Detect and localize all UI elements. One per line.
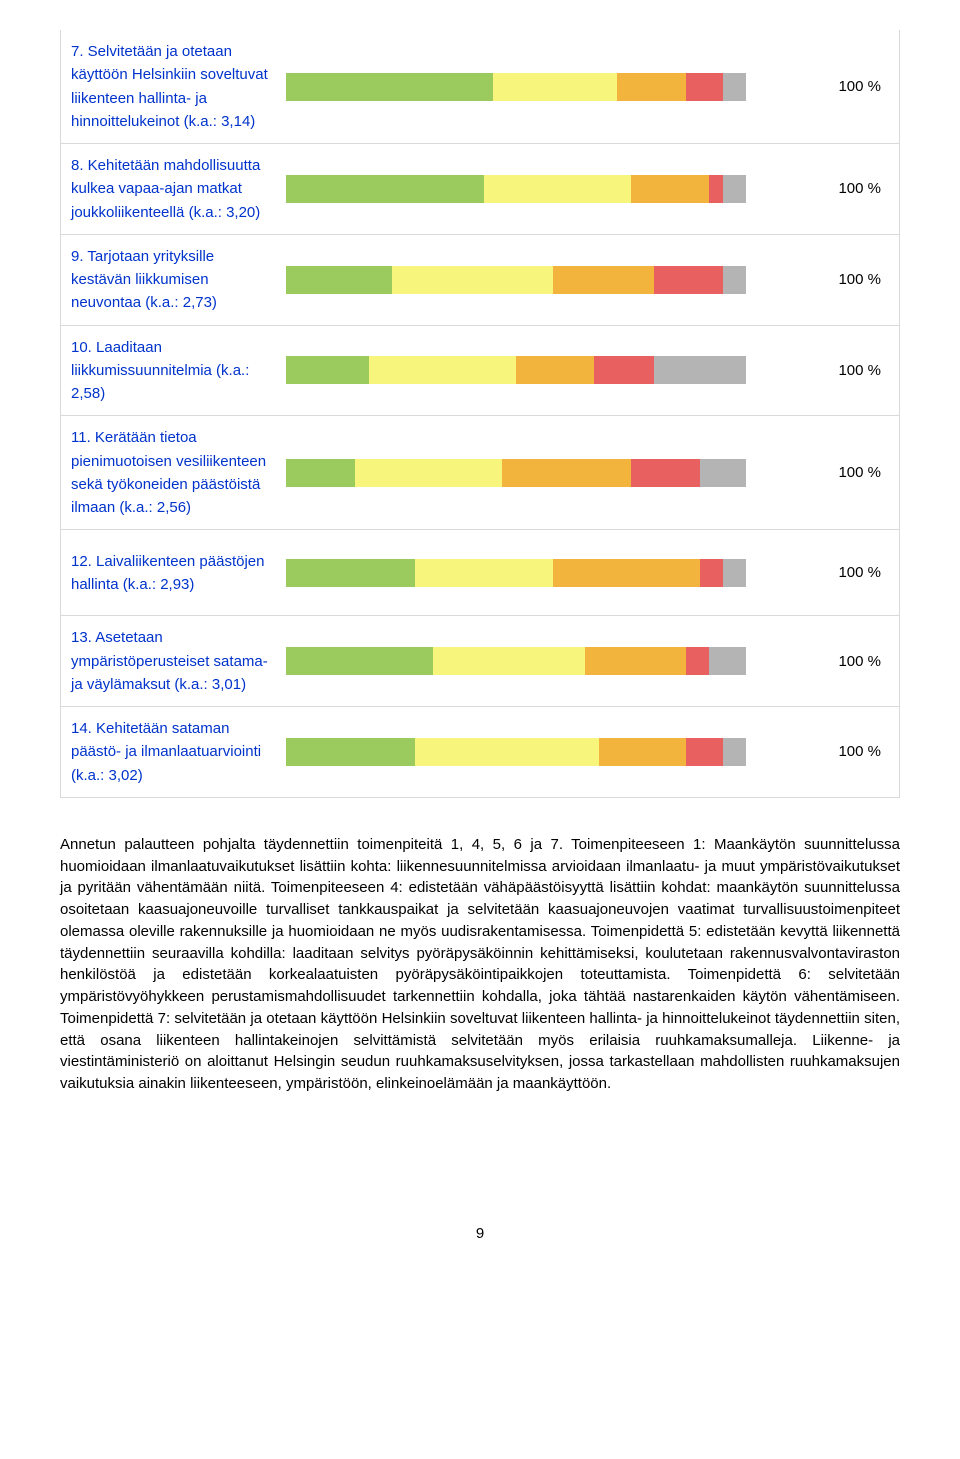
bar-segment xyxy=(585,647,686,675)
row-label: 8. Kehitetään mahdollisuutta kulkea vapa… xyxy=(61,144,286,234)
bar-segment xyxy=(723,738,746,766)
bar-segment xyxy=(700,559,723,587)
bar-segment xyxy=(594,356,654,384)
bar-segment xyxy=(493,73,617,101)
row-percent: 100 % xyxy=(809,556,899,589)
bar-segment xyxy=(599,738,686,766)
stacked-bar xyxy=(286,559,746,587)
stacked-bar xyxy=(286,647,746,675)
bar-cell xyxy=(286,65,809,109)
bar-segment xyxy=(484,175,631,203)
bar-segment xyxy=(415,738,599,766)
bar-segment xyxy=(723,559,746,587)
bar-segment xyxy=(723,266,746,294)
bar-segment xyxy=(433,647,585,675)
chart-row: 10. Laaditaan liikkumissuunnitelmia (k.a… xyxy=(61,325,899,416)
row-percent: 100 % xyxy=(809,735,899,768)
bar-segment xyxy=(617,73,686,101)
stacked-bar xyxy=(286,175,746,203)
chart-row: 13. Asetetaan ympäristöperusteiset satam… xyxy=(61,615,899,706)
bar-segment xyxy=(654,266,723,294)
bar-segment xyxy=(286,559,415,587)
bar-segment xyxy=(631,175,709,203)
bar-segment xyxy=(709,175,723,203)
row-percent: 100 % xyxy=(809,354,899,387)
stacked-bar xyxy=(286,459,746,487)
row-label: 7. Selvitetään ja otetaan käyttöön Helsi… xyxy=(61,30,286,143)
chart-row: 9. Tarjotaan yrityksille kestävän liikku… xyxy=(61,234,899,325)
row-label: 13. Asetetaan ympäristöperusteiset satam… xyxy=(61,616,286,706)
bar-cell xyxy=(286,730,809,774)
bar-segment xyxy=(700,459,746,487)
bar-segment xyxy=(286,175,484,203)
bar-segment xyxy=(286,459,355,487)
chart-row: 11. Kerätään tietoa pienimuotoisen vesil… xyxy=(61,415,899,529)
bar-cell xyxy=(286,167,809,211)
bar-segment xyxy=(392,266,553,294)
stacked-bar xyxy=(286,266,746,294)
bar-segment xyxy=(553,559,700,587)
chart-table: 7. Selvitetään ja otetaan käyttöön Helsi… xyxy=(60,30,900,798)
row-label: 12. Laivaliikenteen päästöjen hallinta (… xyxy=(61,540,286,607)
bar-segment xyxy=(502,459,631,487)
bar-segment xyxy=(553,266,654,294)
chart-row: 14. Kehitetään sataman päästö- ja ilmanl… xyxy=(61,706,899,797)
row-percent: 100 % xyxy=(809,263,899,296)
bar-segment xyxy=(355,459,502,487)
stacked-bar xyxy=(286,73,746,101)
bar-segment xyxy=(631,459,700,487)
row-label: 9. Tarjotaan yrityksille kestävän liikku… xyxy=(61,235,286,325)
bar-segment xyxy=(286,266,392,294)
row-label: 11. Kerätään tietoa pienimuotoisen vesil… xyxy=(61,416,286,529)
bar-segment xyxy=(686,73,723,101)
bar-segment xyxy=(415,559,553,587)
bar-segment xyxy=(709,647,746,675)
page-number: 9 xyxy=(60,1225,900,1242)
bar-segment xyxy=(286,738,415,766)
bar-segment xyxy=(516,356,594,384)
body-paragraph: Annetun palautteen pohjalta täydennettii… xyxy=(60,834,900,1095)
row-label: 10. Laaditaan liikkumissuunnitelmia (k.a… xyxy=(61,326,286,416)
bar-segment xyxy=(723,175,746,203)
bar-segment xyxy=(369,356,516,384)
bar-segment xyxy=(286,647,433,675)
bar-cell xyxy=(286,639,809,683)
stacked-bar xyxy=(286,738,746,766)
row-percent: 100 % xyxy=(809,70,899,103)
bar-segment xyxy=(686,738,723,766)
row-percent: 100 % xyxy=(809,645,899,678)
bar-cell xyxy=(286,348,809,392)
bar-segment xyxy=(654,356,746,384)
bar-cell xyxy=(286,451,809,495)
chart-row: 7. Selvitetään ja otetaan käyttöön Helsi… xyxy=(61,30,899,143)
row-percent: 100 % xyxy=(809,172,899,205)
bar-segment xyxy=(286,356,369,384)
row-label: 14. Kehitetään sataman päästö- ja ilmanl… xyxy=(61,707,286,797)
chart-row: 8. Kehitetään mahdollisuutta kulkea vapa… xyxy=(61,143,899,234)
bar-cell xyxy=(286,258,809,302)
chart-row: 12. Laivaliikenteen päästöjen hallinta (… xyxy=(61,529,899,615)
bar-segment xyxy=(686,647,709,675)
stacked-bar xyxy=(286,356,746,384)
bar-cell xyxy=(286,551,809,595)
row-percent: 100 % xyxy=(809,456,899,489)
bar-segment xyxy=(723,73,746,101)
bar-segment xyxy=(286,73,493,101)
